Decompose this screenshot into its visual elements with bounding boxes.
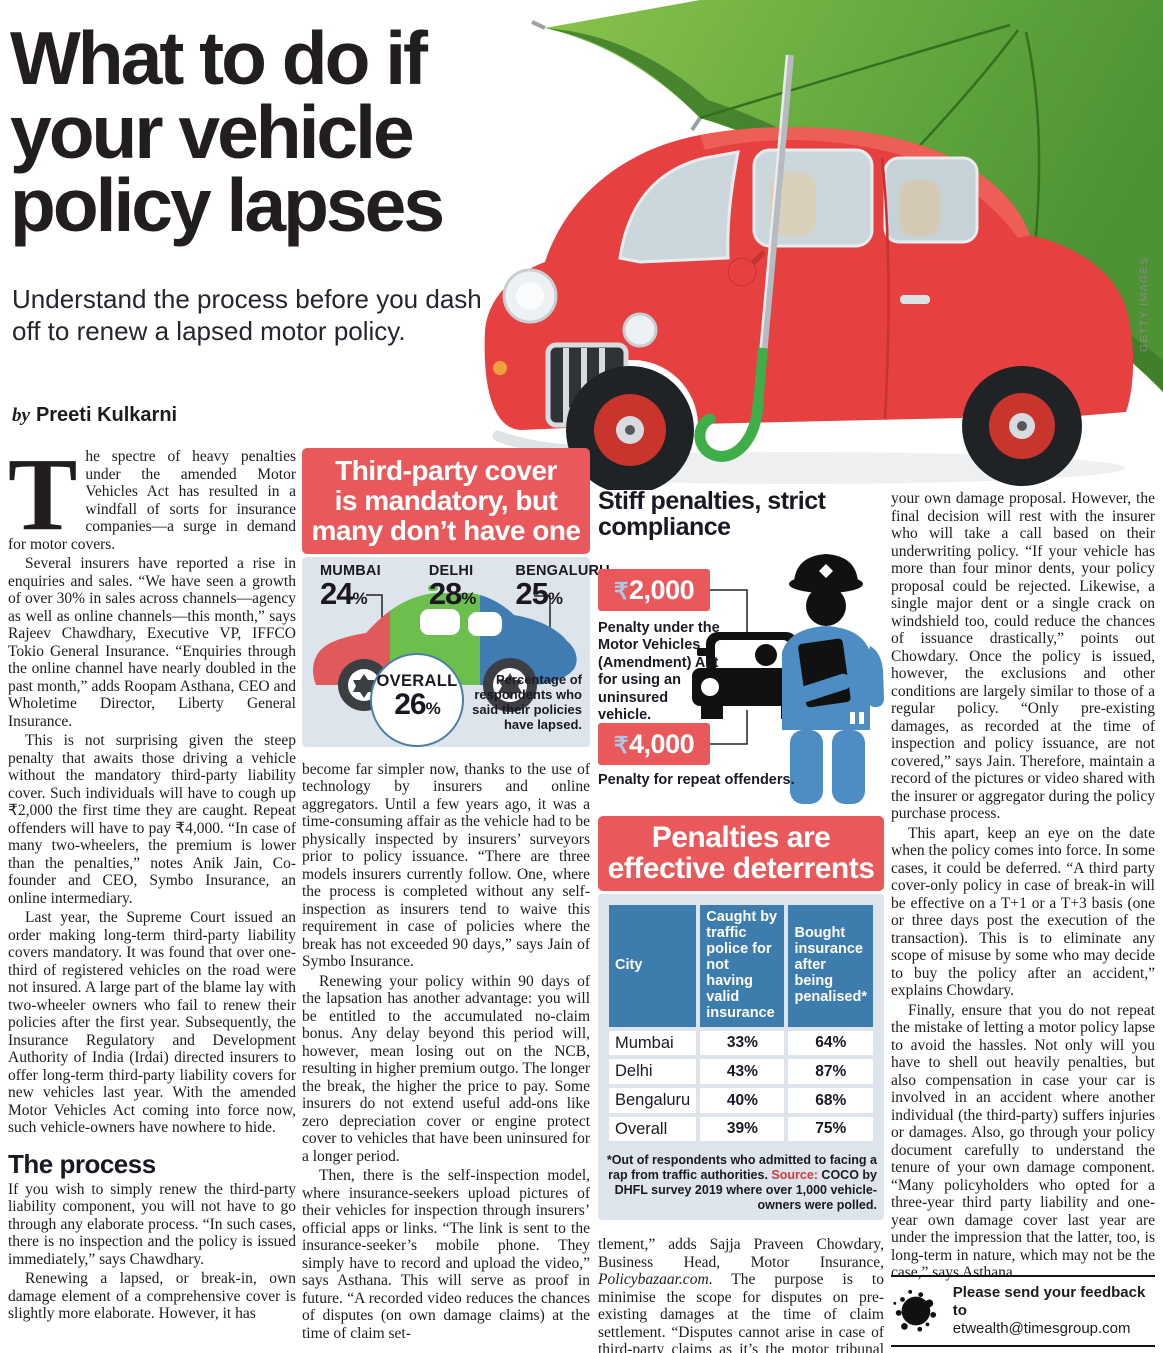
rear-wheel: [962, 366, 1082, 486]
paragraph: This is not surprising given the steep p…: [8, 732, 296, 907]
paragraph: Then, there is the self-inspection model…: [302, 1167, 590, 1342]
lapse-infographic: Third-party cover is mandatory, but many…: [302, 448, 610, 747]
paragraph: If you wish to simply renew the third-pa…: [8, 1180, 296, 1268]
feedback-email[interactable]: etwealth@timesgroup.com: [952, 1320, 1131, 1337]
police-car-illustration: [692, 554, 884, 804]
wheel-icon: [483, 657, 537, 712]
feedback-text: Please send your feedback to etwealth@ti…: [953, 1284, 1155, 1338]
paragraph: Last year, the Supreme Court issued an o…: [8, 909, 296, 1136]
paragraph: Renewing your policy within 90 days of t…: [302, 972, 590, 1165]
penalties-heading: Stiff penalties, strict compliance: [598, 487, 826, 541]
table-row: Delhi 43% 87%: [609, 1059, 873, 1085]
page-title: What to do if your vehicle policy lapses: [10, 16, 490, 247]
col-header-caught: Caught by traffic police for not having …: [700, 905, 785, 1027]
article-column-3: Stiff penalties, strict compliance: [598, 488, 884, 1353]
byline: by Preeti Kulkarni: [12, 404, 177, 427]
table-row: Mumbai 33% 64%: [609, 1030, 873, 1056]
car-segments-chart: [313, 584, 577, 712]
table-row: Overall 39% 75%: [609, 1116, 873, 1142]
deterrents-table-card: Penalties are effective deterrents City …: [598, 816, 884, 1221]
byline-prefix: by: [12, 405, 30, 426]
infographic-title: Third-party cover is mandatory, but many…: [302, 448, 590, 554]
car-umbrella-illustration: [475, 0, 1163, 490]
city-labels: MUMBAI 24% DELHI 28% BENGALURU 25%: [302, 562, 610, 612]
table-footnote: *Out of respondents who admitted to faci…: [606, 1153, 877, 1212]
paragraph: Finally, ensure that you do not repeat t…: [891, 1001, 1155, 1282]
paragraph: This apart, keep an eye on the date when…: [891, 824, 1155, 1000]
ink-splat-icon: [893, 1289, 937, 1332]
headline-line: What to do if: [10, 16, 428, 100]
photo-credit: GETTY IMAGES: [1138, 256, 1150, 352]
paragraph: your own damage proposal. However, the f…: [891, 490, 1155, 822]
article-column-2: Third-party cover is mandatory, but many…: [302, 448, 610, 1353]
feedback-box: Please send your feedback to etwealth@ti…: [891, 1275, 1155, 1347]
penalty-amount-2000: ₹2,000: [598, 569, 710, 611]
section-heading-the-process: The process: [8, 1148, 156, 1179]
byline-author: Preeti Kulkarni: [35, 404, 178, 426]
city-label-mumbai: MUMBAI 24%: [320, 562, 381, 612]
paragraph: Renewing a lapsed, or break-in, own dama…: [8, 1270, 296, 1322]
publication-name: Policybazaar.com: [598, 1271, 709, 1289]
infographic-body: MUMBAI 24% DELHI 28% BENGALURU 25% OVERA…: [302, 556, 610, 747]
overall-badge: OVERALL 26%: [370, 652, 464, 747]
red-car: [484, 126, 1134, 490]
headline-line: your vehicle: [10, 89, 415, 174]
deterrents-table: City Caught by traffic police for not ha…: [605, 901, 877, 1145]
headline-line: policy lapses: [10, 163, 445, 247]
penalty-desc-4000: Penalty for repeat offenders.: [598, 772, 795, 788]
table-title: Penalties are effective deterrents: [598, 816, 884, 892]
city-label-bengaluru: BENGALURU 25%: [515, 562, 610, 612]
table-header-row: City Caught by traffic police for not ha…: [609, 905, 873, 1027]
drop-cap: T: [8, 437, 78, 552]
paragraph: tlement,” adds Sajja Praveen Chowdary, B…: [598, 1236, 884, 1353]
article-column-4: your own damage proposal. However, the f…: [891, 490, 1155, 1353]
table-row: Bengaluru 40% 68%: [609, 1088, 873, 1113]
col-header-city: City: [609, 905, 697, 1027]
penalty-amount-4000: ₹4,000: [598, 723, 710, 765]
penalties-figure: ₹2,000 Penalty under the Motor Vehicles …: [598, 548, 884, 810]
front-wheel: [566, 366, 694, 490]
feedback-line1: Please send your feedback to: [952, 1284, 1146, 1319]
city-label-delhi: DELHI 28%: [428, 562, 477, 612]
police-officer-icon: [782, 554, 884, 804]
article-subtitle: Understand the process before you dash o…: [12, 284, 482, 346]
infographic-note: Percentage of respond­ents who said thei…: [472, 672, 582, 732]
penalty-desc-2000: Penalty under the Motor Vehicles (Amendm…: [598, 620, 720, 723]
col-header-bought: Bought insurance after being penalised*: [788, 905, 873, 1027]
paragraph: become far simpler now, thanks to the us…: [302, 760, 590, 971]
umbrella-shaft: [694, 54, 794, 462]
paragraph: Several insurers have reported a rise in…: [8, 555, 296, 730]
